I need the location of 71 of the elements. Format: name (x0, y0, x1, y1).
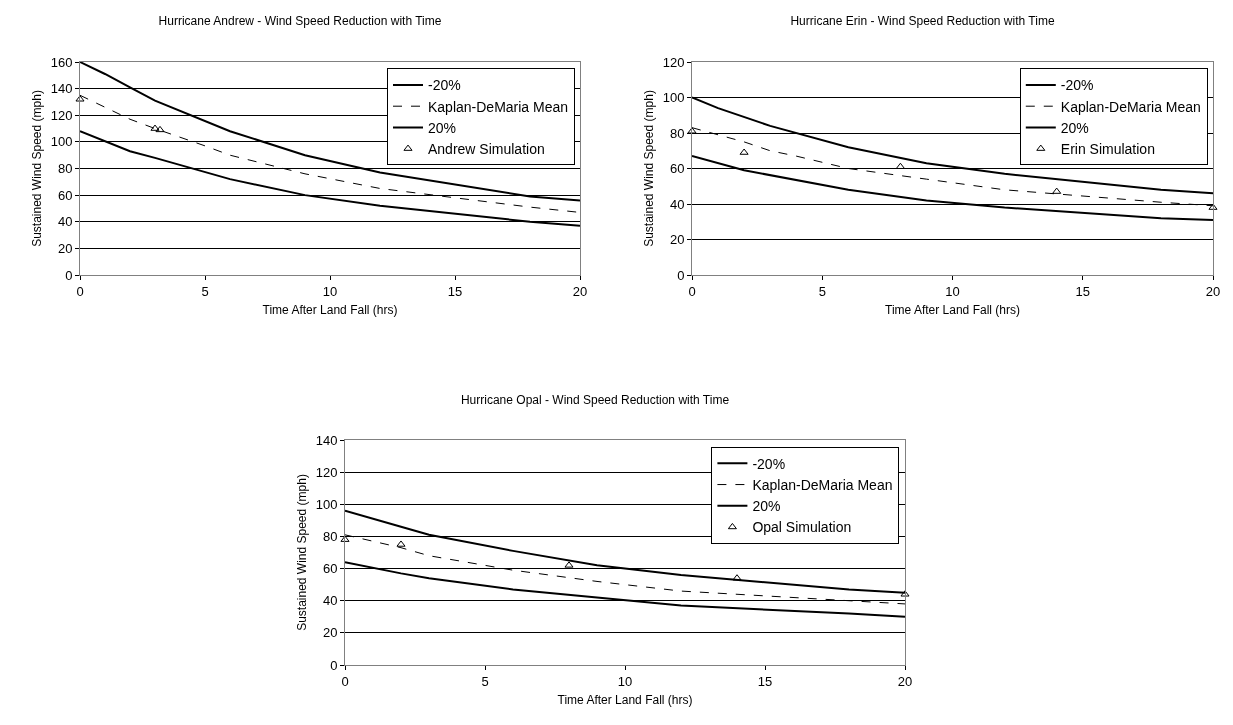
y-tick-label: 0 (677, 267, 685, 283)
y-tick-label: 120 (50, 107, 73, 123)
x-tick-label: 10 (322, 283, 338, 299)
y-tick-label: 80 (322, 528, 338, 544)
x-tick-label: 10 (945, 283, 960, 299)
point (900, 590, 910, 597)
y-tick-label: 120 (662, 54, 685, 70)
y-tick-label: 20 (669, 232, 685, 248)
point (150, 124, 160, 131)
y-axis-title: Sustained Wind Speed (mph) (642, 90, 656, 247)
x-tick-label: 5 (818, 283, 826, 299)
point (895, 162, 905, 169)
y-tick-label: 140 (315, 432, 338, 448)
legend-label: Opal Simulation (752, 519, 852, 536)
y-axis-title: Sustained Wind Speed (mph) (295, 474, 309, 631)
y-tick-label: 40 (322, 593, 338, 609)
legend-label: Kaplan-DeMaria Mean (1060, 98, 1201, 115)
y-tick-label: 40 (57, 214, 73, 230)
y-tick-label: 60 (57, 187, 73, 203)
legend-label: -20% (428, 77, 461, 94)
legend-label: Erin Simulation (1060, 141, 1155, 158)
y-tick-label: 60 (669, 161, 685, 177)
x-tick-label: 15 (757, 673, 773, 689)
legend-label: 20% (752, 498, 781, 515)
point (155, 125, 165, 133)
x-tick-label: 10 (617, 673, 633, 689)
x-tick-label: 5 (201, 283, 209, 299)
y-axis-title: Sustained Wind Speed (mph) (30, 90, 44, 247)
point (564, 561, 574, 568)
point (739, 148, 749, 155)
x-tick-label: 20 (1205, 283, 1221, 299)
y-tick-label: 100 (662, 90, 685, 106)
y-tick-label: 100 (315, 496, 338, 512)
point (396, 540, 406, 547)
y-tick-label: 60 (322, 561, 338, 577)
y-tick-label: 20 (57, 240, 73, 256)
x-tick-label: 15 (1075, 283, 1090, 299)
point (687, 127, 697, 134)
y-tick-label: 0 (330, 657, 338, 673)
legend-label: -20% (1060, 77, 1094, 94)
x-tick-label: 0 (76, 283, 84, 299)
x-tick-label: 20 (572, 283, 588, 299)
point (732, 574, 742, 581)
y-tick-label: 140 (50, 81, 73, 97)
y-tick-label: 160 (50, 54, 73, 70)
x-axis-title: Time After Land Fall (hrs) (885, 303, 1020, 318)
x-axis-title: Time After Land Fall (hrs) (557, 693, 693, 708)
x-tick-label: 5 (481, 673, 489, 689)
chart-title: Hurricane Opal - Wind Speed Reduction with Time (460, 392, 730, 407)
point (75, 95, 85, 102)
y-tick-label: 20 (322, 625, 338, 641)
x-tick-label: 20 (897, 673, 913, 689)
x-axis-title: Time After Land Fall (hrs) (262, 303, 398, 318)
y-tick-label: 120 (315, 464, 338, 480)
legend-label: Kaplan-DeMaria Mean (752, 477, 893, 494)
legend-label: Andrew Simulation (428, 141, 545, 158)
legend-label: -20% (752, 455, 786, 472)
chart-title: Hurricane Andrew - Wind Speed Reduction with Time (158, 14, 442, 29)
chart-title: Hurricane Erin - Wind Speed Reduction with Time (790, 14, 1055, 29)
legend-label: Kaplan-DeMaria Mean (428, 98, 569, 115)
legend-label: 20% (428, 119, 457, 136)
point (1052, 187, 1062, 194)
x-tick-label: 0 (688, 283, 696, 299)
y-tick-label: 40 (669, 196, 685, 212)
y-tick-label: 0 (65, 267, 73, 283)
x-tick-label: 15 (447, 283, 463, 299)
y-tick-label: 80 (669, 125, 685, 141)
x-tick-label: 0 (341, 673, 349, 689)
legend-label: 20% (1060, 119, 1089, 136)
y-tick-label: 100 (50, 134, 73, 150)
y-tick-label: 80 (57, 161, 73, 177)
